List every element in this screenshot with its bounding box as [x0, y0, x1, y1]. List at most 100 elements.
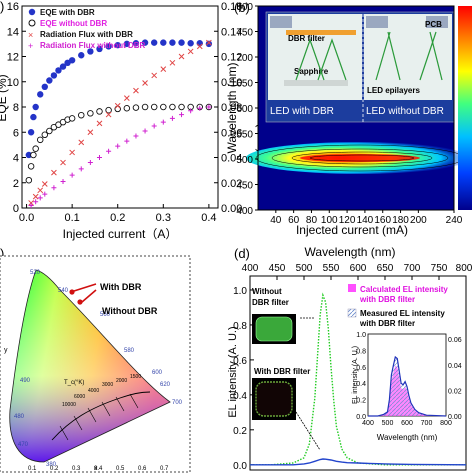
a-point-flux-dbr — [87, 129, 94, 136]
c-x-tick-label: 0.7 — [160, 466, 169, 472]
a-left-tick-label: 8 — [13, 102, 19, 114]
inset-y-tick-label: 1.0 — [356, 332, 366, 339]
wavelength-label: 700 — [172, 400, 183, 406]
a-point-flux-no-dbr — [179, 112, 185, 118]
d-y-tick-label: 0.4 — [233, 391, 247, 402]
a-point-flux-no-dbr — [106, 148, 112, 154]
pcb-block-right — [426, 16, 448, 28]
a-point-eqe-dbr — [178, 39, 185, 46]
inset-ylabel: EL intensity (A. U.) — [352, 346, 359, 404]
a-right-tick-label: 0.06 — [221, 127, 242, 139]
a-point-eqe-dbr — [46, 77, 53, 84]
panel-b-ylabel: Wavelength (nm) — [225, 63, 239, 154]
b-x-tick-label: 120 — [339, 215, 356, 226]
inset-x-tick-label: 800 — [440, 420, 452, 427]
sapphire-chip — [284, 80, 348, 86]
a-point-eqe-dbr — [187, 40, 194, 47]
a-right-tick-label: 0.00 — [221, 203, 242, 215]
legend-measured: Measured EL intensity — [360, 309, 445, 318]
d-x-tick-label: 550 — [323, 263, 340, 274]
panel-a-right-axis: 0.00 0.02 0.04 0.06 0.08 0.10 0.12 0.14 0.16 — [214, 1, 242, 215]
a-x-tick-label: 0.2 — [110, 212, 125, 224]
label-sapphire: Sapphire — [294, 67, 329, 76]
d-y-tick-label: 0.2 — [233, 426, 247, 437]
cct-label: 10000 — [62, 402, 76, 408]
wavelength-label: 520 — [30, 270, 41, 276]
panel-d-x-axis: 400 450 500 550 600 650 700 750 800 — [242, 263, 473, 280]
legend-label-flux-no-dbr: Radiation Flux without DBR — [40, 41, 146, 50]
b-x-tick-label: 200 — [410, 215, 427, 226]
panel-c-tag: ) — [0, 246, 4, 261]
d-y-tick-label: 1.0 — [233, 286, 247, 297]
b-x-tick-label: 160 — [374, 215, 391, 226]
wavelength-label: 620 — [160, 382, 171, 388]
a-point-eqe-dbr — [141, 39, 149, 46]
a-point-flux-no-dbr — [188, 108, 194, 114]
b-x-tick-label: 40 — [270, 215, 282, 226]
panel-b-x-axis: 40 60 80 100 120 140 160 180 200 240 — [270, 210, 463, 226]
b-x-tick-label: 60 — [288, 215, 300, 226]
a-point-flux-no-dbr — [169, 115, 175, 121]
a-point-eqe-no-dbr — [96, 108, 103, 115]
a-point-flux-no-dbr — [96, 155, 102, 160]
inset-x-tick-label: 600 — [401, 420, 413, 427]
a-point-flux-dbr — [60, 159, 66, 166]
b-x-tick-label: 80 — [306, 215, 318, 226]
legend-swatch-calculated — [348, 284, 356, 292]
cct-label: 2000 — [116, 378, 127, 384]
a-point-eqe-no-dbr — [27, 163, 35, 170]
label-without-filter-2: DBR filter — [252, 298, 289, 307]
d-x-tick-label: 750 — [431, 263, 448, 274]
a-point-eqe-dbr — [59, 63, 67, 70]
a-point-flux-dbr — [142, 80, 148, 86]
label-without-filter: Without — [252, 287, 282, 296]
a-point-eqe-dbr — [37, 91, 44, 98]
panel-d: (d) Wavelength (nm) 400 450 500 550 600 650 70… — [227, 245, 473, 472]
arrow-with-dbr — [73, 283, 97, 292]
panel-a-xlabel: Injected current（A） — [63, 227, 178, 241]
inset-y-tick-label: 0.0 — [356, 414, 366, 421]
inset-right-tick-label: 0.04 — [448, 363, 462, 370]
a-point-flux-dbr — [114, 102, 121, 109]
point-with-dbr — [69, 289, 75, 295]
a-point-eqe-no-dbr — [30, 151, 37, 159]
a-point-eqe-no-dbr — [178, 103, 185, 111]
a-point-eqe-dbr — [32, 103, 39, 111]
schematic-without-dbr — [364, 14, 452, 100]
legend-marker-eqe-no-dbr — [28, 19, 36, 27]
panel-b: (b) DBR filter Sapphire PCB LED epilayer… — [225, 0, 472, 237]
a-point-flux-dbr — [206, 39, 212, 46]
colorbar — [458, 6, 472, 210]
b-y-tick-label: 750 — [236, 28, 253, 39]
c-x-tick-label: 0.2 — [50, 466, 59, 472]
a-point-eqe-no-dbr — [132, 104, 140, 111]
a-left-tick-label: 12 — [7, 52, 19, 64]
panel-d-marks — [250, 292, 467, 466]
legend-calculated-2: with DBR filter — [359, 295, 415, 304]
d-x-tick-label: 700 — [404, 263, 421, 274]
a-point-eqe-dbr — [30, 113, 37, 121]
a-point-eqe-dbr — [41, 83, 48, 91]
a-point-flux-dbr — [28, 200, 34, 206]
a-point-flux-no-dbr — [42, 191, 48, 197]
a-right-tick-label: 0.04 — [221, 153, 242, 165]
panel-b-tag: (b) — [234, 0, 250, 15]
panel-a-marks — [25, 39, 213, 208]
a-point-eqe-dbr — [105, 43, 112, 50]
c-x-tick-label: 0.5 — [116, 466, 125, 472]
label-without-dbr: Without DBR — [102, 306, 158, 316]
cct-label: 1500 — [130, 374, 141, 380]
b-y-tick-label: 700 — [236, 53, 253, 64]
pcb-block-mid — [366, 16, 388, 28]
a-point-eqe-dbr — [169, 39, 176, 46]
a-point-eqe-no-dbr — [141, 103, 149, 111]
a-point-eqe-no-dbr — [87, 110, 94, 117]
a-left-tick-label: 6 — [13, 127, 19, 139]
inset-y-tick-label: 0.2 — [356, 398, 366, 405]
a-right-tick-label: 0.10 — [221, 77, 242, 89]
a-point-flux-dbr — [96, 120, 103, 127]
inset-measured-line — [368, 355, 447, 417]
b-y-tick-label: 500 — [236, 155, 253, 166]
